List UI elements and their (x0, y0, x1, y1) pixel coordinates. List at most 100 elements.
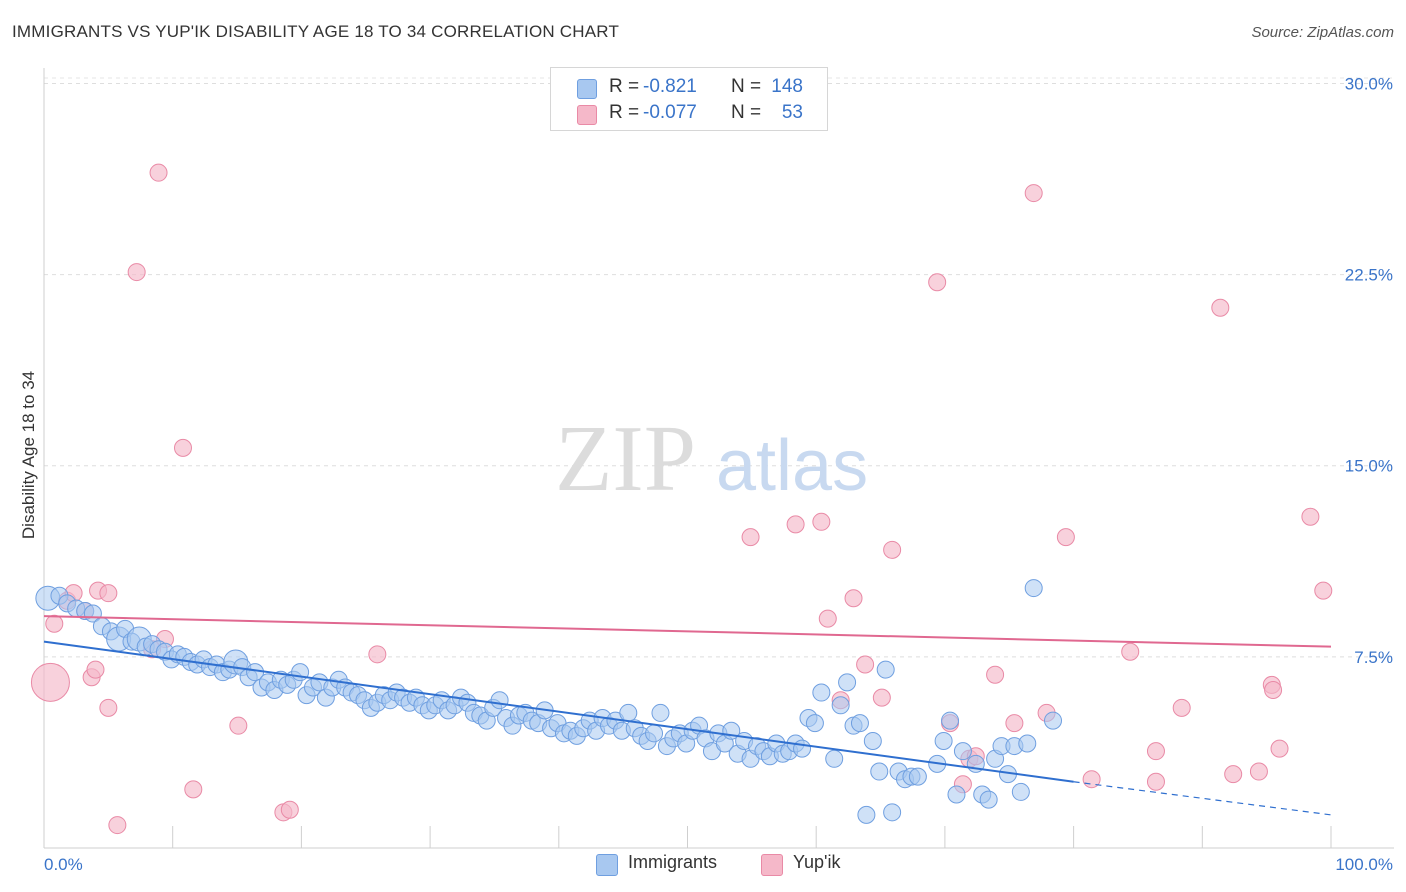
yupik-legend-swatch (761, 854, 783, 876)
data-point-immigrants (850, 714, 869, 733)
data-point-yupik (1270, 739, 1289, 758)
data-point-immigrants (941, 711, 960, 730)
source-label: Source: ZipAtlas.com (1251, 24, 1394, 41)
n-label: N = (731, 102, 762, 123)
r-label: R = (609, 76, 640, 97)
data-point-immigrants (947, 785, 966, 804)
axes (43, 68, 1394, 849)
watermark-zip: ZIP (555, 407, 696, 511)
data-point-immigrants (805, 714, 824, 733)
data-point-yupik (741, 528, 760, 547)
data-point-yupik (1264, 681, 1283, 699)
data-point-yupik (127, 263, 146, 282)
yupik-swatch (577, 105, 597, 125)
data-point-immigrants (825, 749, 844, 768)
data-point-yupik (108, 816, 127, 835)
y-tick-label: 22.5% (1345, 266, 1393, 285)
y-tick-label: 7.5% (1354, 648, 1393, 667)
data-point-immigrants (1044, 711, 1063, 730)
immigrants-swatch (577, 79, 597, 99)
data-point-immigrants (645, 724, 664, 743)
x-tick-label: 100.0% (1335, 855, 1393, 874)
data-point-yupik (86, 660, 105, 679)
data-point-yupik (1314, 581, 1333, 600)
y-tick-labels: 7.5% 15.0% 22.5% 30.0% (1345, 74, 1393, 666)
data-point-yupik (872, 688, 891, 707)
watermark-atlas: atlas (716, 426, 868, 506)
data-point-immigrants (619, 703, 638, 722)
trend-lines (43, 615, 1332, 816)
stats-row-yupik: R = -0.077 N = 53 (551, 102, 827, 128)
stats-row-immigrants: R = -0.821 N = 148 (551, 76, 827, 102)
data-point-immigrants (1018, 734, 1037, 753)
immigrants-legend-swatch (596, 854, 618, 876)
data-point-immigrants (934, 731, 953, 750)
data-point-immigrants (863, 731, 882, 750)
data-point-immigrants (883, 803, 902, 822)
chart-title: IMMIGRANTS VS YUP'IK DISABILITY AGE 18 T… (12, 22, 620, 41)
n-value: 148 (771, 76, 803, 97)
data-point-yupik (844, 589, 863, 608)
data-point-yupik (856, 655, 875, 674)
data-point-yupik (1056, 528, 1075, 547)
data-point-immigrants (908, 767, 927, 786)
data-point-yupik (184, 780, 203, 799)
data-point-yupik (30, 662, 70, 702)
r-value: -0.077 (643, 102, 697, 123)
data-point-yupik (99, 698, 118, 717)
r-value: -0.821 (643, 76, 697, 97)
data-point-yupik (1301, 507, 1320, 526)
yupik-legend-label: Yup'ik (793, 852, 841, 872)
data-point-yupik (986, 665, 1005, 684)
data-point-yupik (280, 800, 299, 819)
y-tick-label: 30.0% (1345, 74, 1393, 93)
data-point-immigrants (793, 739, 812, 758)
x-tick-label: 0.0% (44, 855, 83, 874)
trend-line-immigrants-extension (1073, 781, 1332, 816)
data-point-yupik (1024, 184, 1043, 203)
data-point-yupik (368, 645, 387, 664)
data-point-yupik (1005, 714, 1024, 733)
n-label: N = (731, 76, 762, 97)
data-point-yupik (812, 512, 831, 531)
trend-line-yupik (43, 615, 1332, 648)
n-value: 53 (781, 102, 803, 123)
data-point-yupik (818, 609, 837, 628)
data-point-immigrants (876, 660, 895, 679)
data-point-immigrants (838, 673, 857, 692)
data-point-yupik (99, 584, 118, 603)
data-point-immigrants (870, 762, 889, 781)
data-point-immigrants (1011, 782, 1030, 801)
data-point-immigrants (831, 696, 850, 715)
grid-lines (44, 77, 1394, 658)
data-point-yupik (173, 438, 192, 457)
r-label: R = (609, 102, 640, 123)
data-point-immigrants (953, 742, 972, 761)
y-axis-label: Disability Age 18 to 34 (19, 371, 38, 539)
y-tick-label: 15.0% (1345, 457, 1393, 476)
x-tick-labels: 0.0% 100.0% (44, 855, 1393, 874)
data-point-yupik (149, 163, 168, 182)
data-point-yupik (1249, 762, 1268, 781)
data-point-yupik (1172, 698, 1191, 717)
data-point-yupik (1121, 642, 1140, 661)
data-point-yupik (883, 540, 902, 559)
data-point-immigrants (490, 691, 509, 710)
data-point-yupik (1146, 742, 1165, 761)
data-point-yupik (928, 273, 947, 292)
data-point-immigrants (979, 790, 998, 809)
data-point-yupik (45, 614, 64, 633)
immigrants-legend-label: Immigrants (628, 852, 718, 872)
trend-line-immigrants (43, 640, 1074, 783)
stats-legend: R = -0.821 N = 148 R = -0.077 N = 53 (550, 67, 828, 131)
data-point-yupik (1224, 765, 1243, 784)
data-point-yupik (1146, 772, 1165, 791)
data-point-yupik (786, 515, 805, 534)
data-point-immigrants (651, 703, 670, 722)
data-point-yupik (1211, 298, 1230, 317)
data-point-immigrants (857, 805, 876, 824)
data-point-yupik (229, 716, 248, 735)
data-point-immigrants (1024, 579, 1043, 598)
data-point-immigrants (812, 683, 831, 702)
